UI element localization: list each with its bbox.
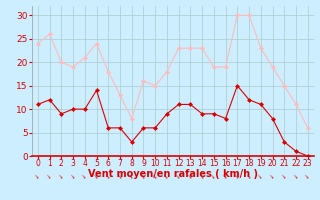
Text: ↓: ↓ bbox=[246, 173, 252, 179]
Text: ↓: ↓ bbox=[175, 173, 182, 179]
Text: ↓: ↓ bbox=[211, 173, 217, 179]
Text: ↓: ↓ bbox=[81, 173, 88, 179]
Text: ↓: ↓ bbox=[152, 173, 159, 179]
Text: ↓: ↓ bbox=[257, 173, 264, 179]
Text: ↓: ↓ bbox=[105, 173, 112, 179]
Text: ↓: ↓ bbox=[116, 173, 124, 179]
Text: ↓: ↓ bbox=[292, 173, 300, 179]
Text: ↓: ↓ bbox=[140, 173, 147, 179]
Text: ↓: ↓ bbox=[164, 173, 170, 179]
Text: ↓: ↓ bbox=[35, 173, 41, 179]
Text: ↓: ↓ bbox=[128, 173, 135, 179]
Text: ↓: ↓ bbox=[304, 173, 311, 179]
Text: ↓: ↓ bbox=[234, 173, 241, 179]
Text: ↓: ↓ bbox=[199, 173, 205, 179]
Text: ↓: ↓ bbox=[281, 173, 288, 179]
Text: ↓: ↓ bbox=[222, 173, 229, 179]
Text: ↓: ↓ bbox=[46, 173, 53, 179]
Text: ↓: ↓ bbox=[70, 173, 76, 179]
Text: ↓: ↓ bbox=[187, 173, 194, 179]
Text: ↓: ↓ bbox=[58, 173, 65, 179]
X-axis label: Vent moyen/en rafales ( km/h ): Vent moyen/en rafales ( km/h ) bbox=[88, 169, 258, 179]
Text: ↓: ↓ bbox=[93, 173, 100, 179]
Text: ↓: ↓ bbox=[269, 173, 276, 179]
